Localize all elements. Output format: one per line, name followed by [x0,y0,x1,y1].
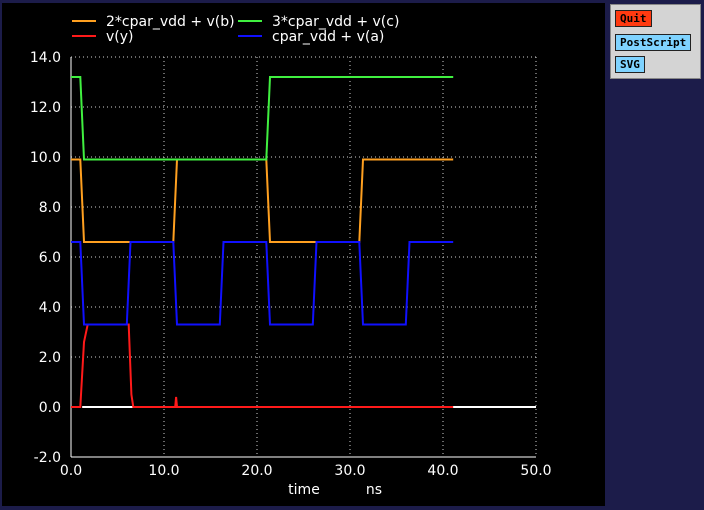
y-tick-label: 10.0 [30,150,61,166]
x-tick-label: 20.0 [241,463,272,479]
y-tick-label: 12.0 [30,100,61,116]
y-tick-label: -2.0 [34,450,61,466]
x-tick-label: 30.0 [334,463,365,479]
x-tick-label: 40.0 [427,463,458,479]
x-tick-label: 0.0 [60,463,82,479]
x-tick-label: 10.0 [148,463,179,479]
y-tick-label: 8.0 [39,200,61,216]
x-axis-label: time [288,482,320,498]
y-tick-label: 0.0 [39,400,61,416]
series-line-1 [71,323,454,408]
x-tick-label: 50.0 [520,463,551,479]
series-line-2 [71,76,454,161]
waveform-chart: -2.00.02.04.06.08.010.012.014.00.0 10.0 20… [30,14,552,498]
postscript-button[interactable]: PostScript [615,34,692,51]
quit-button[interactable]: Quit [615,10,652,27]
series-line-0 [71,158,454,243]
svg-button[interactable]: SVG [615,56,645,73]
y-tick-label: 4.0 [39,300,61,316]
series-line-3 [71,241,454,326]
y-tick-label: 2.0 [39,350,61,366]
button-panel: Quit PostScript SVG [610,4,701,79]
legend-label: cpar_vdd + v(a) [272,29,384,45]
plot-window: -2.0 0.0 2.0 4.0 6.0 8.0 10.0 12.0 14.0 0.0 10.0 20… [2,3,605,506]
x-axis-unit: ns [366,482,382,498]
legend-label: v(y) [106,29,134,45]
legend-label: 3*cpar_vdd + v(c) [272,14,399,30]
y-tick-label: 6.0 [39,250,61,266]
legend-label: 2*cpar_vdd + v(b) [106,14,235,30]
y-tick-label: 14.0 [30,50,61,66]
